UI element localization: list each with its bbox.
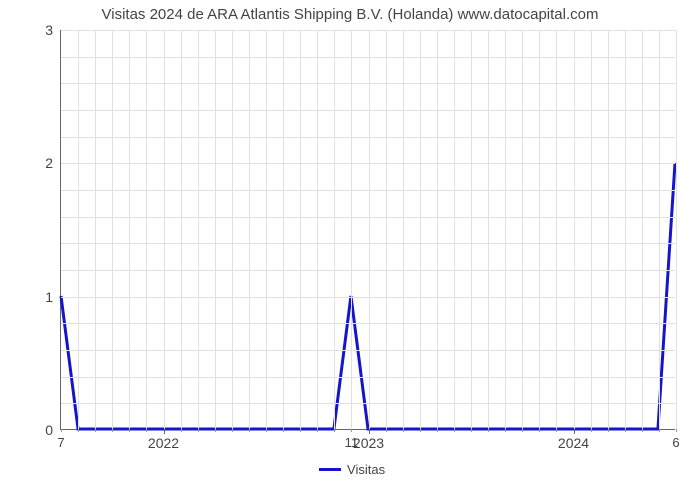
y-tick-label: 1 [45, 289, 61, 305]
line-chart: Visitas 2024 de ARA Atlantis Shipping B.… [0, 0, 700, 500]
legend: Visitas [319, 462, 385, 477]
legend-label: Visitas [347, 462, 385, 477]
chart-title: Visitas 2024 de ARA Atlantis Shipping B.… [0, 6, 700, 23]
y-tick-label: 2 [45, 155, 61, 171]
legend-swatch [319, 468, 341, 471]
x-edge-mid: 11 [345, 429, 359, 450]
x-edge-right: 6 [672, 429, 679, 450]
plot-area: 01232022202320247116 [60, 30, 675, 430]
y-tick-label: 3 [45, 22, 61, 38]
x-edge-left: 7 [57, 429, 64, 450]
